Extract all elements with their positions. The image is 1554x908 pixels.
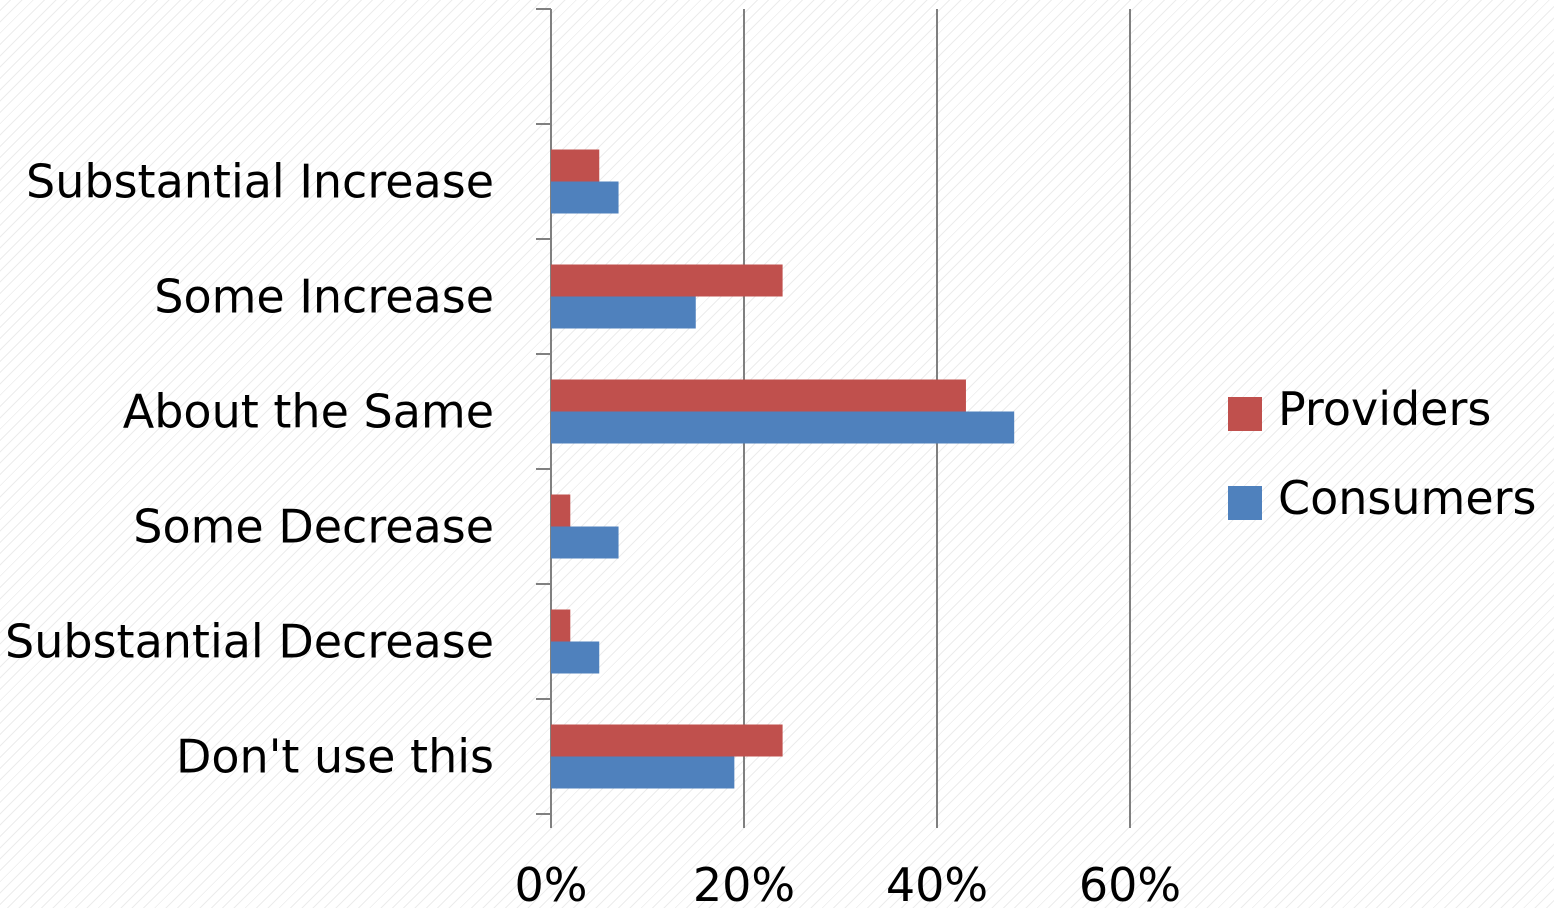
- category-label: Some Decrease: [133, 500, 494, 554]
- x-tick-label: 0%: [515, 858, 588, 908]
- bar-providers-4: [551, 494, 571, 527]
- category-label: Don't use this: [176, 730, 494, 784]
- legend-swatch-providers: [1228, 397, 1262, 431]
- bars: [551, 149, 1015, 789]
- bar-providers-6: [551, 724, 783, 757]
- x-tick-label: 20%: [693, 858, 795, 908]
- category-label: Some Increase: [154, 270, 494, 324]
- category-label: Substantial Decrease: [5, 615, 494, 669]
- legend-swatch-consumers: [1228, 486, 1262, 520]
- legend: Providers Consumers: [1228, 382, 1537, 525]
- bar-consumers-3: [551, 411, 1015, 444]
- bar-consumers-2: [551, 296, 696, 329]
- x-tick-label: 40%: [886, 858, 988, 908]
- x-tick-label: 60%: [1079, 858, 1181, 908]
- bar-providers-5: [551, 609, 571, 642]
- x-tick-labels: 0% 20% 40% 60%: [515, 858, 1182, 908]
- bar-consumers-5: [551, 641, 600, 674]
- category-label: Substantial Increase: [26, 155, 494, 209]
- bar-consumers-1: [551, 181, 619, 214]
- legend-label-consumers: Consumers: [1278, 471, 1537, 525]
- category-label: About the Same: [123, 385, 494, 439]
- bar-consumers-6: [551, 756, 735, 789]
- bar-providers-2: [551, 264, 783, 297]
- category-labels: Substantial Increase Some Increase About t…: [5, 155, 494, 784]
- legend-label-providers: Providers: [1278, 382, 1491, 436]
- bar-providers-3: [551, 379, 966, 412]
- bar-consumers-4: [551, 526, 619, 559]
- bar-providers-1: [551, 149, 600, 182]
